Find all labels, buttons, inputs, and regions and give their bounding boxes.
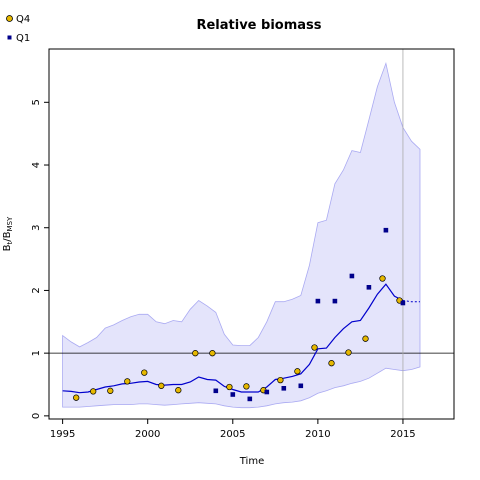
q4-point — [362, 335, 369, 342]
y-tick-label: 3 — [31, 225, 42, 231]
q4-point — [124, 378, 131, 385]
q4-point — [345, 349, 352, 356]
q4-point — [277, 376, 284, 384]
q4-point — [379, 275, 386, 282]
q1-point — [213, 388, 219, 394]
y-tick-label: 4 — [31, 162, 42, 168]
legend-q1-marker — [7, 35, 12, 40]
legend: Q4 Q1 — [6, 14, 30, 44]
q4-point — [158, 382, 165, 389]
projection-line — [402, 300, 420, 303]
q4-point — [141, 369, 148, 376]
plot-area — [49, 49, 454, 419]
q1-point — [247, 396, 253, 402]
x-tick-label: 1995 — [50, 429, 75, 440]
legend-q4-label: Q4 — [16, 14, 30, 25]
plot-frame — [48, 48, 455, 420]
legend-q1-label: Q1 — [16, 33, 30, 44]
chart-title: Relative biomass — [196, 18, 321, 33]
q4-point — [294, 368, 301, 375]
q1-point — [349, 273, 355, 279]
y-tick-label: 5 — [31, 99, 42, 105]
q1-point — [366, 285, 372, 290]
q4-point — [192, 350, 199, 357]
q4-point — [175, 387, 182, 394]
q4-point — [226, 383, 233, 391]
q1-point — [264, 389, 270, 395]
q1-point — [298, 383, 304, 389]
q1-point — [315, 298, 321, 304]
q4-point — [73, 394, 80, 401]
x-tick-label: 2010 — [305, 429, 330, 440]
x-axis-label: Time — [239, 456, 264, 467]
q1-point — [281, 386, 287, 391]
x-tick-label: 2005 — [220, 429, 245, 440]
median-line — [62, 283, 404, 394]
q1-point — [332, 298, 338, 304]
y-tick-label: 2 — [31, 287, 42, 293]
q1-point — [230, 392, 236, 397]
y-axis-label: Bt/BMSY — [2, 216, 14, 251]
x-tick-label: 2000 — [135, 429, 160, 440]
q4-point — [328, 360, 335, 367]
x-tick-label: 2015 — [390, 429, 415, 440]
q4-point — [209, 350, 216, 357]
y-tick-label: 1 — [31, 350, 42, 356]
uncertainty-band — [62, 61, 421, 409]
q4-point — [243, 383, 250, 390]
x-axis: 1995 2000 2005 2010 2015 — [50, 419, 416, 440]
legend-q4-marker — [6, 15, 13, 22]
y-tick-label: 0 — [31, 413, 42, 419]
q1-point — [383, 227, 389, 233]
q1-point — [400, 300, 406, 306]
q4-point — [311, 344, 318, 351]
y-axis: 0 1 2 3 4 5 — [31, 99, 49, 419]
q4-point — [107, 387, 114, 394]
q4-point — [90, 388, 97, 395]
